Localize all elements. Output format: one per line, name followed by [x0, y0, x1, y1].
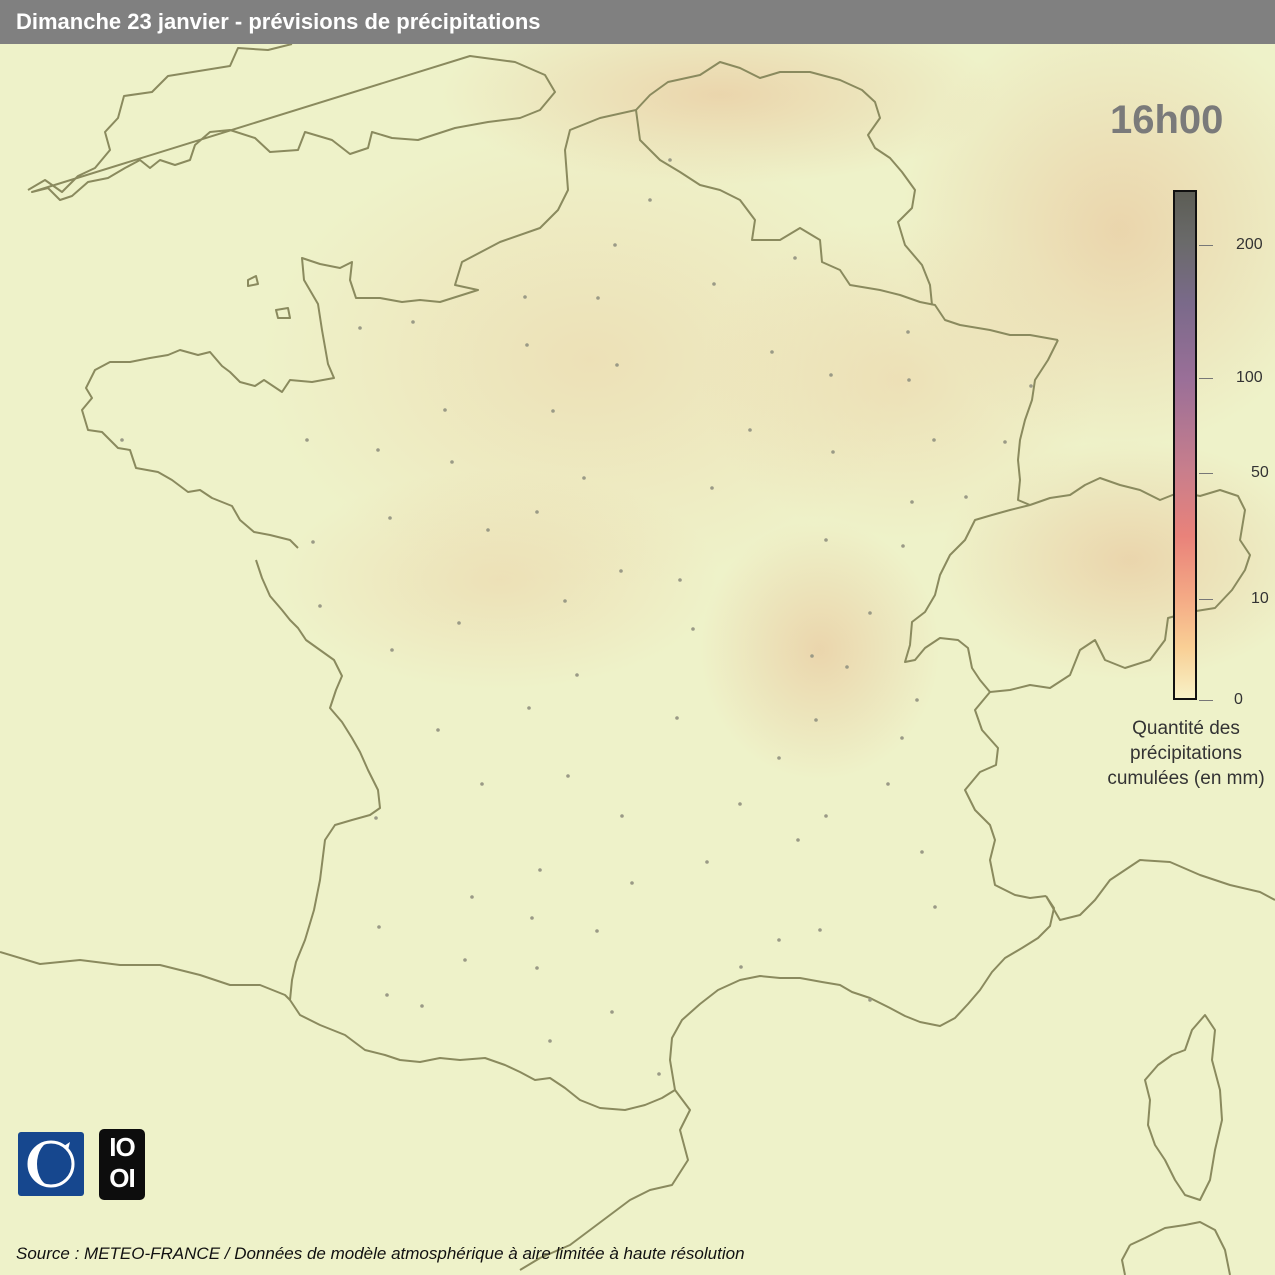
io-logo-bottom: OI — [109, 1163, 135, 1193]
france-coast-south — [669, 895, 1055, 1091]
title-bar: Dimanche 23 janvier - prévisions de préc… — [0, 0, 1275, 44]
germany-border — [1017, 339, 1059, 506]
tick-mark — [1199, 378, 1213, 379]
page-title: Dimanche 23 janvier - prévisions de préc… — [16, 9, 541, 34]
source-caption: Source : METEO-FRANCE / Données de modèl… — [16, 1244, 745, 1263]
france-map — [0, 44, 1275, 1275]
io-logo-top: IO — [109, 1132, 135, 1162]
tick-label-10: 10 — [1251, 590, 1269, 607]
belgium-north — [635, 61, 933, 306]
legend-caption-line: Quantité des — [1132, 718, 1240, 739]
relief-shading — [260, 44, 1275, 780]
meteo-france-icon — [27, 1140, 75, 1188]
corsica-coast — [1144, 1014, 1223, 1201]
color-scale-bar — [1173, 190, 1197, 700]
tick-label-0: 0 — [1234, 691, 1243, 708]
legend-caption: Quantité des précipitations cumulées (en… — [1094, 716, 1275, 791]
belgium-border — [635, 109, 1059, 341]
channel-islands — [247, 275, 291, 319]
france-coast-west — [255, 559, 676, 1111]
tick-mark — [1199, 700, 1213, 701]
meteo-france-logo — [18, 1132, 84, 1196]
precipitation-legend: 200 100 50 10 0 — [1168, 188, 1275, 708]
tick-mark — [1199, 599, 1213, 600]
legend-caption-line: précipitations — [1130, 743, 1242, 764]
tick-label-200: 200 — [1236, 236, 1263, 253]
sardinia-coast — [1121, 1221, 1231, 1275]
io-logo: IO OI — [99, 1129, 145, 1200]
italy-border — [964, 691, 1275, 921]
time-label: 16h00 — [1110, 98, 1224, 142]
tick-label-50: 50 — [1251, 464, 1269, 481]
tick-mark — [1199, 473, 1213, 474]
england-coast — [27, 44, 556, 201]
france-coast-north — [81, 109, 637, 549]
tick-mark — [1199, 245, 1213, 246]
tick-label-100: 100 — [1236, 369, 1263, 386]
legend-caption-line: cumulées (en mm) — [1107, 768, 1265, 789]
city-dots — [120, 158, 1033, 1076]
spain-border — [0, 951, 691, 1271]
